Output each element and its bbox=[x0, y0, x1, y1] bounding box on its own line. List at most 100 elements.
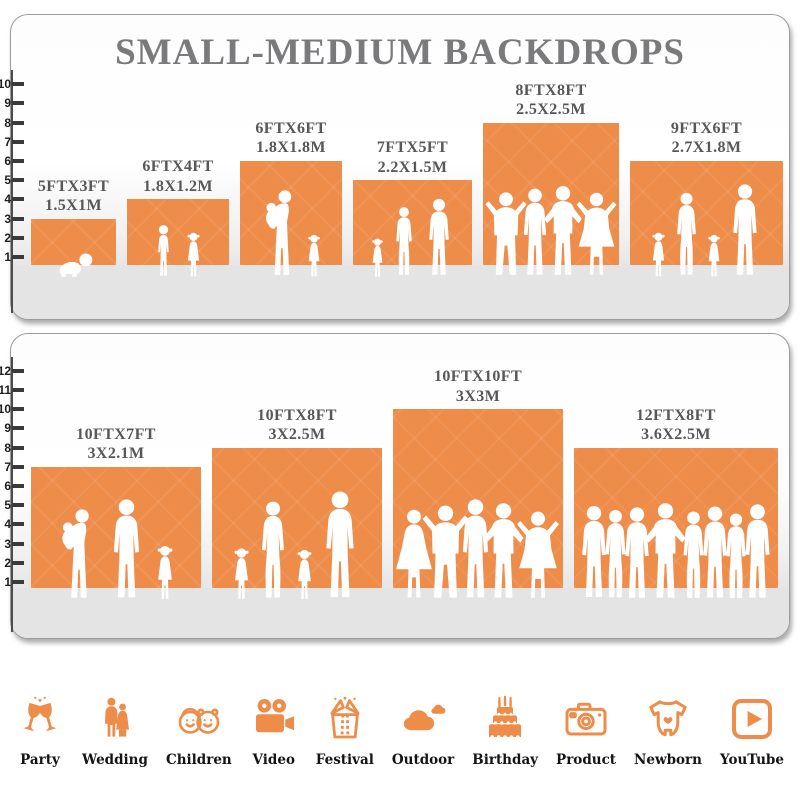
axis-tick-10: 10 bbox=[0, 77, 24, 92]
size-feet: 10FTX8FT bbox=[257, 406, 337, 424]
axis-tick-label: 10 bbox=[0, 402, 11, 417]
axis-tick-mark bbox=[12, 426, 24, 431]
backdrop-bar-5ftx3ft: 5FTX3FT 1.5X1M bbox=[31, 178, 116, 277]
axis-tick-5: 5 bbox=[0, 498, 24, 513]
category-label: Birthday bbox=[472, 752, 539, 768]
person-silhouette-man bbox=[113, 499, 140, 598]
person-silhouette-womanBaby bbox=[62, 509, 89, 598]
panel-small-medium: SMALL-MEDIUM BACKDROPS 5FTX3FT 1.5X1M 6FTX… bbox=[0, 14, 790, 320]
backdrop-size-label: 10FTX8FT 3X2.5M bbox=[257, 406, 337, 445]
axis-tick-9: 9 bbox=[0, 421, 24, 436]
axis-tick-label: 6 bbox=[4, 479, 11, 493]
panel-large: 10FTX7FT 3X2.1M 10FTX8FT 3X2.5M 10FTX10FT 3X3… bbox=[0, 333, 790, 639]
axis-tick-1: 1 bbox=[0, 575, 24, 589]
axis-tick-label: 11 bbox=[0, 383, 11, 397]
backdrop-size-label: 8FTX8FT 2.5X2.5M bbox=[515, 81, 586, 120]
backdrop-bar-10ftx8ft: 10FTX8FT 3X2.5M bbox=[212, 407, 382, 600]
size-meters: 2.7X1.8M bbox=[671, 139, 742, 157]
category-party: Party bbox=[16, 693, 64, 768]
panel-top-surface: SMALL-MEDIUM BACKDROPS 5FTX3FT 1.5X1M 6FTX… bbox=[11, 15, 789, 319]
person-silhouette-girl bbox=[307, 234, 320, 277]
backdrop-size-label: 12FTX8FT 3.6X2.5M bbox=[636, 406, 716, 445]
axis-tick-mark bbox=[12, 120, 24, 125]
axis-tick-9: 9 bbox=[0, 96, 24, 111]
backdrop-size-label: 10FTX10FT 3X3M bbox=[434, 367, 522, 406]
axis-tick-3: 3 bbox=[0, 538, 24, 550]
backdrop-bar-7ftx5ft: 7FTX5FT 2.2X1.5M bbox=[353, 139, 472, 277]
axis-tick-label: 8 bbox=[4, 115, 11, 130]
axis-tick-mark bbox=[12, 255, 24, 259]
person-silhouette-headWoman bbox=[576, 192, 616, 275]
size-meters: 1.8X1.2M bbox=[143, 177, 213, 195]
size-meters: 3X3M bbox=[455, 387, 501, 405]
panel-bottom-surface: 10FTX7FT 3X2.1M 10FTX8FT 3X2.5M 10FTX10FT 3X3… bbox=[11, 334, 789, 638]
size-meters: 1.5X1M bbox=[44, 197, 103, 215]
axis-tick-label: 1 bbox=[4, 575, 11, 589]
category-festival: Festival bbox=[316, 693, 374, 768]
size-feet: 5FTX3FT bbox=[37, 177, 110, 195]
person-silhouette-girl bbox=[157, 545, 173, 600]
axis-tick-label: 12 bbox=[0, 363, 11, 378]
axis-tick-label: 5 bbox=[4, 173, 11, 188]
axis-tick-4: 4 bbox=[0, 192, 24, 207]
axis-tick-mark bbox=[12, 407, 24, 412]
axis-tick-label: 3 bbox=[4, 211, 11, 226]
person-silhouette-girl bbox=[297, 549, 312, 600]
axis-tick-8: 8 bbox=[0, 440, 24, 455]
axis-tick-mark bbox=[12, 101, 24, 106]
category-outdoor: Outdoor bbox=[392, 693, 454, 768]
size-meters: 2.5X2.5M bbox=[516, 101, 586, 119]
axis-tick-mark bbox=[12, 503, 24, 508]
axis-tick-label: 5 bbox=[4, 498, 11, 513]
size-feet: 10FTX10FT bbox=[433, 368, 523, 386]
person-silhouette-boy bbox=[158, 225, 169, 276]
axis-tick-6: 6 bbox=[0, 155, 24, 167]
axis-tick-label: 2 bbox=[4, 230, 11, 245]
category-label: Video bbox=[252, 752, 295, 768]
bars-row: 10FTX7FT 3X2.1M 10FTX8FT 3X2.5M 10FTX10FT 3X3… bbox=[31, 368, 781, 600]
category-label: YouTube bbox=[719, 752, 784, 768]
category-label: Product bbox=[556, 752, 617, 768]
person-silhouette-woman bbox=[262, 501, 284, 598]
axis-tick-mark bbox=[12, 484, 24, 488]
backdrop-size-label: 9FTX6FT 2.7X1.8M bbox=[671, 119, 742, 158]
size-meters: 2.2X1.5M bbox=[377, 158, 448, 176]
category-wedding: Wedding bbox=[82, 693, 148, 768]
person-silhouette-man bbox=[326, 491, 354, 598]
category-row: Party Wedding Children Video Festival Outdoor… bbox=[16, 656, 784, 768]
size-feet: 6FTX6FT bbox=[255, 119, 327, 137]
axis-tick-mark bbox=[12, 159, 24, 163]
axis-tick-label: 8 bbox=[4, 440, 11, 455]
size-meters: 1.8X1.8M bbox=[256, 139, 326, 157]
axis-tick-mark bbox=[12, 522, 24, 527]
axis-tick-label: 9 bbox=[4, 421, 11, 436]
people-silhouettes bbox=[483, 186, 619, 278]
axis-tick-mark bbox=[12, 560, 24, 565]
backdrop-bar-8ftx8ft: 8FTX8FT 2.5X2.5M bbox=[483, 82, 619, 275]
axis-tick-8: 8 bbox=[0, 115, 24, 130]
people-silhouettes bbox=[212, 491, 382, 601]
axis-tick-mark bbox=[12, 368, 24, 373]
birthday-icon bbox=[487, 694, 523, 741]
size-meters: 3.6X2.5M bbox=[641, 426, 711, 444]
axis-tick-mark bbox=[12, 82, 24, 87]
backdrop-size-label: 10FTX7FT 3X2.1M bbox=[76, 425, 156, 464]
axis-tick-12: 12 bbox=[0, 363, 24, 378]
axis-tick-label: 10 bbox=[0, 77, 11, 92]
size-feet: 12FTX8FT bbox=[636, 406, 716, 424]
size-feet: 6FTX4FT bbox=[142, 158, 214, 176]
newborn-icon bbox=[649, 700, 687, 737]
axis-tick-11: 11 bbox=[0, 383, 24, 397]
axis-tick-mark bbox=[12, 216, 24, 221]
axis-line bbox=[11, 356, 13, 632]
axis-tick-label: 4 bbox=[4, 192, 11, 207]
category-label: Newborn bbox=[634, 752, 702, 768]
person-silhouette-man bbox=[429, 198, 449, 275]
category-label: Children bbox=[165, 752, 232, 768]
person-silhouette-man bbox=[732, 184, 757, 275]
person-silhouette-woman bbox=[676, 192, 696, 275]
category-label: Outdoor bbox=[391, 752, 455, 768]
poster-title: SMALL-MEDIUM BACKDROPS bbox=[115, 32, 685, 73]
axis-tick-label: 9 bbox=[4, 96, 11, 111]
axis-tick-label: 2 bbox=[4, 555, 11, 570]
